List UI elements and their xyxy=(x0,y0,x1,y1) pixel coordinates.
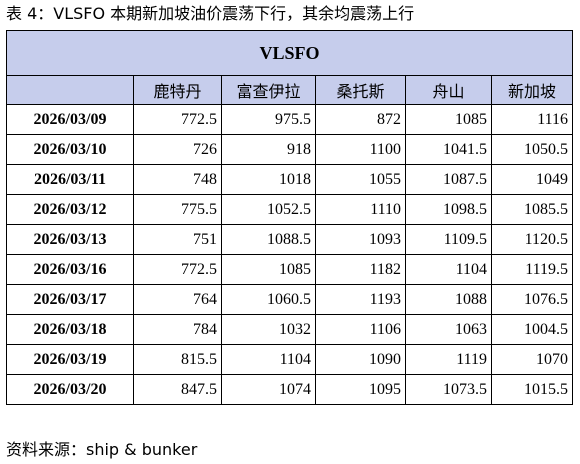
table-title: VLSFO xyxy=(5,30,574,76)
price-cell: 1095 xyxy=(315,374,406,405)
price-cell: 1060.5 xyxy=(221,284,316,315)
price-cell: 772.5 xyxy=(133,104,222,135)
table-row: 2026/03/09 772.5 975.5 872 1085 1116 xyxy=(6,104,574,135)
table-caption: 表 4：VLSFO 本期新加坡油价震荡下行，其余均震荡上行 xyxy=(6,4,415,23)
date-cell: 2026/03/10 xyxy=(6,134,134,165)
price-cell: 1106 xyxy=(315,314,406,345)
price-cell: 1193 xyxy=(315,284,406,315)
column-header: 桑托斯 xyxy=(315,75,406,105)
column-header: 舟山 xyxy=(405,75,492,105)
column-header xyxy=(6,75,134,105)
price-cell: 1109.5 xyxy=(405,224,492,255)
price-cell: 918 xyxy=(221,134,316,165)
table-row: 2026/03/19 815.5 1104 1090 1119 1070 xyxy=(6,344,574,375)
price-cell: 872 xyxy=(315,104,406,135)
price-cell: 1050.5 xyxy=(490,134,574,165)
table-row: 2026/03/20 847.5 1074 1095 1073.5 1015.5 xyxy=(6,374,574,405)
table-row: 2026/03/11 748 1018 1055 1087.5 1049 xyxy=(6,164,574,195)
table-title-row: VLSFO xyxy=(5,30,574,76)
price-cell: 726 xyxy=(133,134,222,165)
price-cell: 764 xyxy=(133,284,222,315)
price-cell: 1070 xyxy=(490,344,574,375)
price-cell: 1085 xyxy=(405,104,492,135)
price-cell: 1049 xyxy=(490,164,574,195)
price-cell: 772.5 xyxy=(133,254,222,285)
price-cell: 1041.5 xyxy=(405,134,492,165)
price-cell: 1100 xyxy=(315,134,406,165)
price-cell: 775.5 xyxy=(133,194,222,225)
price-cell: 1110 xyxy=(315,194,406,225)
date-cell: 2026/03/18 xyxy=(6,314,134,345)
price-cell: 1104 xyxy=(221,344,316,375)
date-cell: 2026/03/16 xyxy=(6,254,134,285)
price-cell: 1120.5 xyxy=(490,224,574,255)
price-cell: 1088.5 xyxy=(221,224,316,255)
price-cell: 1055 xyxy=(315,164,406,195)
table-body: 2026/03/09 772.5 975.5 872 1085 1116 2026/03/1… xyxy=(6,104,574,405)
price-cell: 815.5 xyxy=(133,344,222,375)
price-cell: 1090 xyxy=(315,344,406,375)
price-cell: 784 xyxy=(133,314,222,345)
price-cell: 1088 xyxy=(405,284,492,315)
price-cell: 751 xyxy=(133,224,222,255)
price-cell: 1085 xyxy=(221,254,316,285)
table-row: 2026/03/18 784 1032 1106 1063 1004.5 xyxy=(6,314,574,345)
price-cell: 1018 xyxy=(221,164,316,195)
price-cell: 1073.5 xyxy=(405,374,492,405)
date-cell: 2026/03/17 xyxy=(6,284,134,315)
price-cell: 975.5 xyxy=(221,104,316,135)
table-row: 2026/03/10 726 918 1100 1041.5 1050.5 xyxy=(6,134,574,165)
price-cell: 1116 xyxy=(490,104,574,135)
column-header: 富查伊拉 xyxy=(221,75,316,105)
date-cell: 2026/03/09 xyxy=(6,104,134,135)
table-row: 2026/03/13 751 1088.5 1093 1109.5 1120.5 xyxy=(6,224,574,255)
source-note: 资料来源：ship & bunker xyxy=(6,440,198,459)
price-cell: 847.5 xyxy=(133,374,222,405)
price-cell: 1093 xyxy=(315,224,406,255)
date-cell: 2026/03/12 xyxy=(6,194,134,225)
price-cell: 1098.5 xyxy=(405,194,492,225)
price-cell: 1085.5 xyxy=(490,194,574,225)
price-cell: 1104 xyxy=(405,254,492,285)
date-cell: 2026/03/20 xyxy=(6,374,134,405)
date-cell: 2026/03/19 xyxy=(6,344,134,375)
price-cell: 1087.5 xyxy=(405,164,492,195)
price-cell: 1074 xyxy=(221,374,316,405)
date-cell: 2026/03/13 xyxy=(6,224,134,255)
vlsfo-price-table: VLSFO 鹿特丹 富查伊拉 桑托斯 舟山 新加坡 2026/03/09 772.… xyxy=(5,30,574,405)
table-row: 2026/03/17 764 1060.5 1193 1088 1076.5 xyxy=(6,284,574,315)
table-header-row: 鹿特丹 富查伊拉 桑托斯 舟山 新加坡 xyxy=(6,75,574,105)
price-cell: 1063 xyxy=(405,314,492,345)
price-cell: 748 xyxy=(133,164,222,195)
date-cell: 2026/03/11 xyxy=(6,164,134,195)
price-cell: 1119 xyxy=(405,344,492,375)
price-cell: 1015.5 xyxy=(490,374,574,405)
table-row: 2026/03/12 775.5 1052.5 1110 1098.5 1085.5 xyxy=(6,194,574,225)
price-cell: 1076.5 xyxy=(490,284,574,315)
price-cell: 1052.5 xyxy=(221,194,316,225)
price-cell: 1119.5 xyxy=(490,254,574,285)
price-cell: 1182 xyxy=(315,254,406,285)
price-cell: 1032 xyxy=(221,314,316,345)
table-row: 2026/03/16 772.5 1085 1182 1104 1119.5 xyxy=(6,254,574,285)
column-header: 鹿特丹 xyxy=(133,75,222,105)
column-header: 新加坡 xyxy=(490,75,574,105)
price-cell: 1004.5 xyxy=(490,314,574,345)
